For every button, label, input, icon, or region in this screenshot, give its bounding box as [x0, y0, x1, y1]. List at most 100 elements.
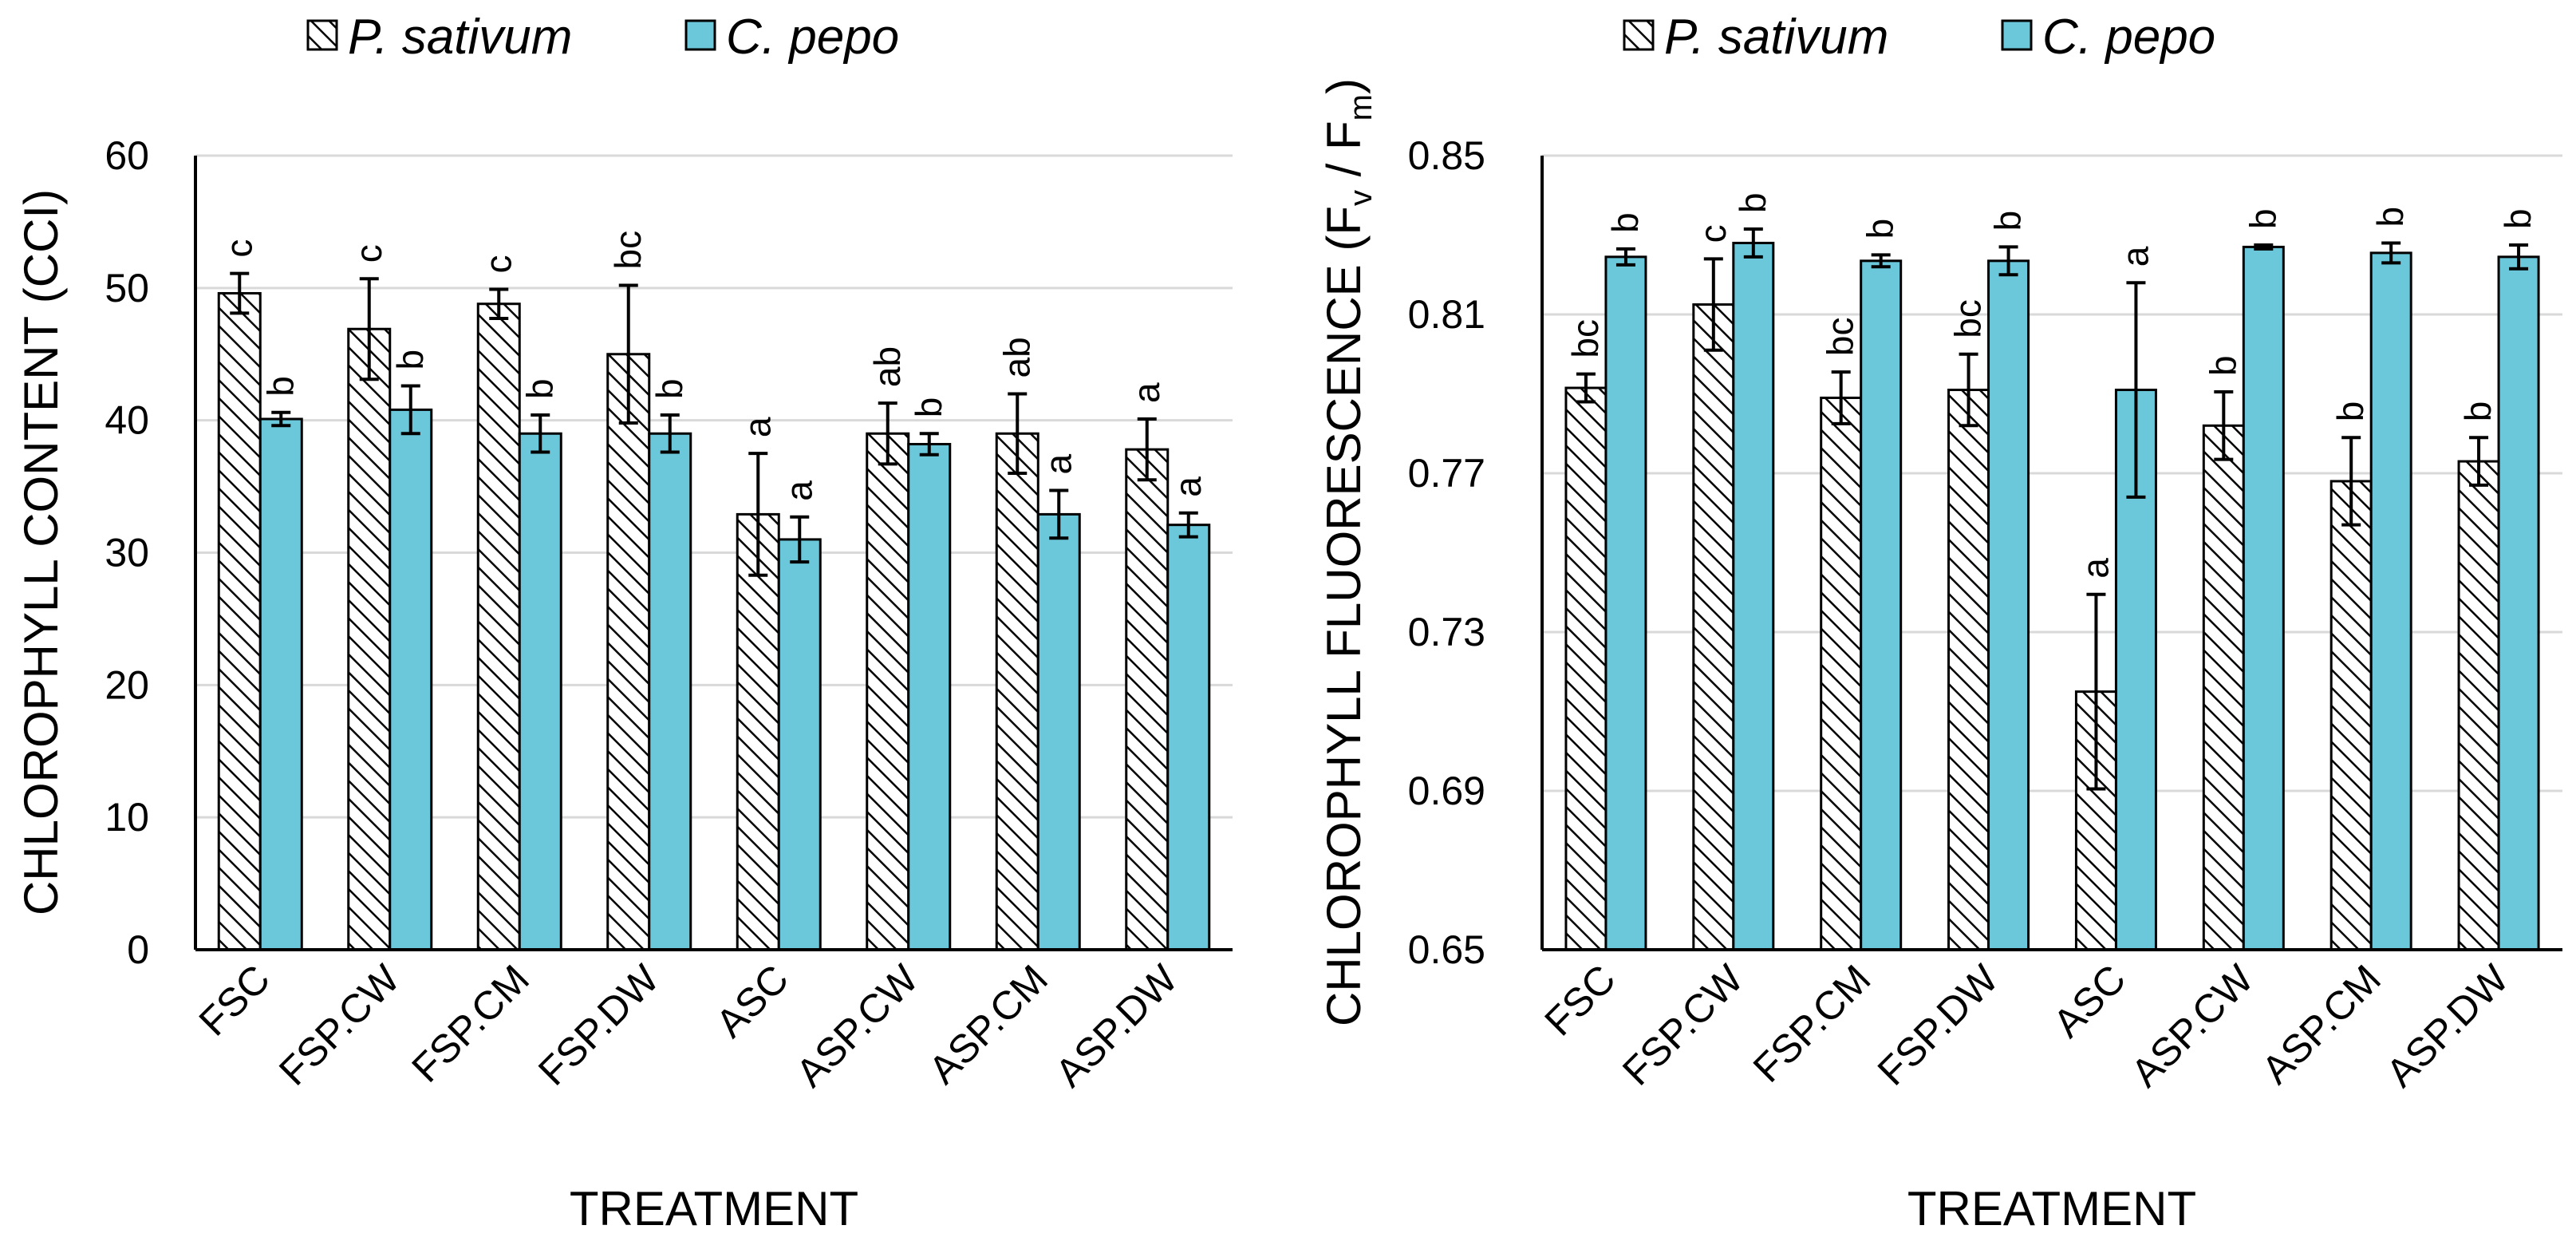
bar-c-pepo-asp-cw — [2242, 245, 2285, 951]
y-tick-label: 0.65 — [1408, 927, 1485, 972]
bar-c-pepo-asc — [777, 538, 822, 951]
bar-c-pepo-asp-dw — [2497, 255, 2540, 951]
y-tick-label: 0 — [127, 927, 149, 972]
x-tick-label: ASP.DW — [2377, 956, 2517, 1096]
bar-p-sativum-fsp-cw — [347, 327, 392, 951]
bar-p-sativum-asp-cw — [2202, 424, 2245, 951]
significance-label: a — [1167, 476, 1209, 497]
y-tick-label: 30 — [105, 531, 149, 575]
significance-label: a — [778, 480, 819, 501]
significance-label: bc — [1564, 319, 1606, 358]
y-axis-title-sub-v: v — [1343, 190, 1379, 206]
legend-swatch-c-pepo — [2001, 19, 2033, 51]
y-axis-ticks: 0 10 20 30 40 50 60 — [105, 133, 149, 972]
significance-label: b — [1732, 192, 1773, 213]
x-tick-label: ASC — [2045, 956, 2134, 1045]
legend-swatch-p-sativum — [306, 19, 338, 51]
significance-label: ab — [996, 337, 1037, 377]
bar-p-sativum-fsc — [217, 291, 262, 951]
x-tick-label: FSC — [191, 956, 278, 1044]
x-axis-title: TREATMENT — [1907, 1182, 2196, 1235]
y-tick-label: 60 — [105, 133, 149, 178]
bar-p-sativum-asc — [736, 512, 780, 951]
bar-p-sativum-asp-cm — [2329, 480, 2373, 951]
bar-p-sativum-fsp-dw — [606, 353, 651, 951]
legend: P. sativum C. pepo — [1623, 10, 2215, 65]
bar-c-pepo-fsp-cm — [518, 432, 562, 951]
bar-c-pepo-fsp-dw — [1987, 259, 2030, 951]
significance-label: bc — [1947, 299, 1989, 338]
significance-label: b — [2242, 208, 2283, 229]
bar-p-sativum-asp-cw — [866, 432, 910, 951]
significance-label: a — [1126, 382, 1167, 403]
bar-c-pepo-fsc — [258, 417, 303, 951]
significance-label: b — [389, 350, 431, 370]
bar-c-pepo-fsp-cw — [389, 408, 433, 951]
bar-p-sativum-asp-dw — [1125, 448, 1170, 951]
chlorophyll-fluorescence-chart: P. sativum C. pepo 0.650.690.730.770.810… — [1317, 10, 2562, 1235]
significance-label: c — [218, 239, 259, 258]
significance-label: b — [2497, 208, 2539, 229]
bar-c-pepo-asp-cm — [2369, 251, 2412, 951]
y-axis-title: CHLOROPHYLL CONTENT (CCI) — [14, 189, 68, 915]
significance-label: a — [736, 417, 778, 437]
x-tick-label: ASP.DW — [1047, 956, 1186, 1096]
y-tick-label: 40 — [105, 398, 149, 443]
y-axis-title: CHLOROPHYLL FLUORESCENCE (Fv / Fm) — [1317, 78, 1379, 1026]
y-tick-label: 0.77 — [1408, 451, 1485, 496]
x-tick-label: FSP.DW — [530, 956, 668, 1094]
y-tick-label: 20 — [105, 662, 149, 707]
x-tick-label: FSP.CW — [270, 956, 408, 1094]
significance-label: b — [1987, 211, 2029, 231]
significance-label: b — [2369, 207, 2411, 227]
legend-label-p-sativum: P. sativum — [348, 10, 572, 65]
significance-label: bc — [607, 231, 649, 270]
bar-p-sativum-asp-cm — [995, 432, 1039, 951]
significance-label: b — [649, 378, 690, 399]
bar-p-sativum-fsp-dw — [1947, 389, 1990, 951]
bar-p-sativum-asp-dw — [2457, 460, 2500, 951]
significance-label: a — [1037, 454, 1079, 475]
significance-label: a — [2074, 558, 2116, 579]
bar-c-pepo-fsp-cm — [1860, 259, 1903, 951]
x-tick-label: FSP.CW — [1614, 956, 1752, 1094]
x-tick-label: FSP.DW — [1869, 956, 2007, 1094]
significance-label: b — [259, 376, 301, 397]
significance-label: bc — [1820, 318, 1861, 357]
x-tick-label: FSC — [1536, 956, 1623, 1044]
legend-label-p-sativum: P. sativum — [1664, 10, 1888, 65]
significance-label: b — [1604, 212, 1646, 233]
legend-swatch-p-sativum — [1623, 19, 1655, 51]
y-tick-label: 0.69 — [1408, 769, 1485, 813]
x-tick-label: ASP.CM — [920, 956, 1056, 1093]
y-tick-label: 0.81 — [1408, 292, 1485, 337]
y-axis-title-part: / F — [1317, 121, 1371, 190]
legend-label-c-pepo: C. pepo — [2042, 10, 2215, 65]
bar-c-pepo-fsp-dw — [648, 432, 692, 951]
bar-p-sativum-fsp-cw — [1692, 303, 1735, 951]
y-tick-label: 0.85 — [1408, 133, 1485, 178]
x-tick-label: ASC — [708, 956, 797, 1045]
x-tick-label: ASP.CM — [2253, 956, 2389, 1093]
bar-c-pepo-asp-cw — [907, 443, 952, 951]
bar-c-pepo-fsp-cw — [1732, 241, 1775, 951]
significance-label: ab — [866, 346, 908, 387]
significance-label: b — [2457, 401, 2499, 422]
y-axis-title-part: CHLOROPHYLL FLUORESCENCE (F — [1317, 206, 1371, 1026]
y-tick-label: 50 — [105, 266, 149, 310]
x-axis-title: TREATMENT — [570, 1182, 858, 1235]
y-axis-ticks: 0.65 0.69 0.73 0.77 0.81 0.85 — [1408, 133, 1485, 972]
significance-label: c — [348, 244, 389, 263]
significance-label: b — [519, 378, 560, 399]
significance-label: b — [2202, 355, 2243, 376]
legend: P. sativum C. pepo — [306, 10, 899, 65]
x-tick-label: FSP.CM — [403, 956, 538, 1091]
y-axis-title-sub-m: m — [1343, 94, 1379, 121]
significance-label: b — [2329, 401, 2371, 422]
bar-p-sativum-fsp-cm — [1820, 396, 1863, 951]
bar-p-sativum-fsc — [1564, 386, 1608, 951]
